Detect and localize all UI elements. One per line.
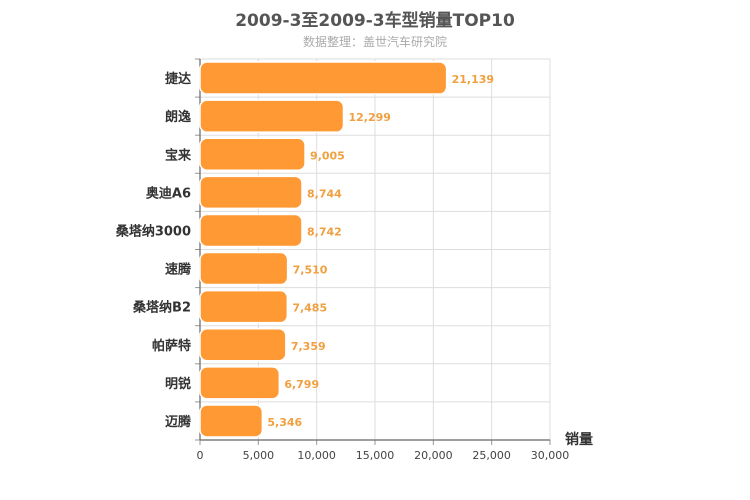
x-axis-title: 销量 xyxy=(565,431,593,448)
value-label: 7,485 xyxy=(292,302,327,315)
value-label: 12,299 xyxy=(348,111,390,124)
bar xyxy=(199,175,303,210)
x-tick-label: 25,000 xyxy=(472,449,511,462)
labels: 0 5,000 10,000 15,000 20,000 25,000 30,000 捷达 21… xyxy=(115,71,569,462)
category-label: 桑塔纳B2 xyxy=(132,300,191,316)
chart-title: 2009-3至2009-3车型销量TOP10 xyxy=(235,11,515,31)
x-tick-label: 10,000 xyxy=(297,449,336,462)
bar xyxy=(199,289,289,324)
value-label: 6,799 xyxy=(284,378,319,391)
bar xyxy=(199,328,287,362)
x-tick-label: 15,000 xyxy=(356,449,395,462)
value-label: 5,346 xyxy=(267,416,302,429)
category-label: 朗逸 xyxy=(165,109,191,125)
bar xyxy=(199,366,281,400)
x-tick-label: 0 xyxy=(197,449,204,462)
bars xyxy=(199,61,448,438)
bar xyxy=(199,213,303,248)
category-label: 迈腾 xyxy=(165,414,192,430)
x-tick-label: 20,000 xyxy=(414,449,453,462)
chart-subtitle: 数据整理：盖世汽车研究院 xyxy=(302,35,447,49)
value-label: 7,359 xyxy=(291,340,326,353)
bar xyxy=(199,137,306,171)
value-label: 8,742 xyxy=(307,225,342,238)
category-label: 帕萨特 xyxy=(152,338,191,354)
category-label: 桑塔纳3000 xyxy=(115,223,191,239)
bar xyxy=(199,404,264,438)
x-tick-label: 5,000 xyxy=(243,449,275,462)
bar xyxy=(199,99,345,133)
value-label: 9,005 xyxy=(310,149,345,162)
bar xyxy=(199,251,289,286)
category-label: 奥迪A6 xyxy=(146,185,191,201)
value-label: 21,139 xyxy=(452,73,494,86)
value-label: 8,744 xyxy=(307,187,342,200)
bar xyxy=(199,61,448,95)
value-label: 7,510 xyxy=(293,264,328,277)
category-label: 明锐 xyxy=(165,376,191,392)
category-label: 速腾 xyxy=(165,262,192,278)
category-label: 捷达 xyxy=(165,71,191,87)
x-tick-label: 30,000 xyxy=(531,449,570,462)
category-label: 宝来 xyxy=(165,147,192,163)
